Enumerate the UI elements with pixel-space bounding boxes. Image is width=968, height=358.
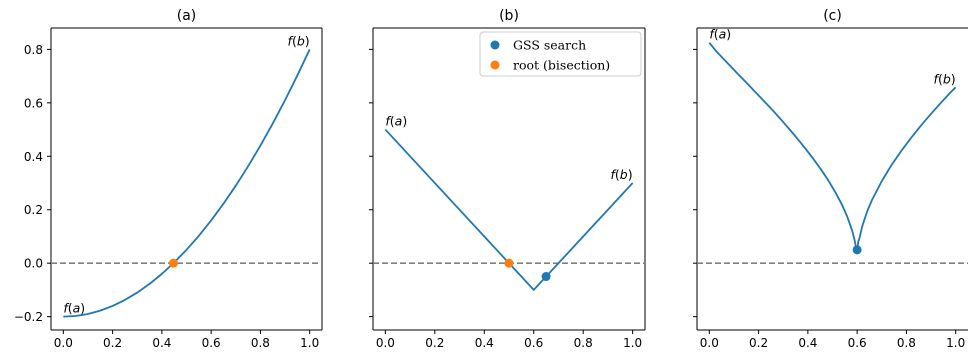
panel-b-xtick-label: 0.2 xyxy=(425,336,444,350)
panel-b-curve xyxy=(384,128,634,291)
panel-b-root-point xyxy=(504,258,514,268)
panel-a-title: (a) xyxy=(177,8,197,24)
panel-a-xtick-label: 0.6 xyxy=(202,336,221,350)
panel-b-gss-point xyxy=(541,272,551,282)
panel-a-axes-frame xyxy=(50,27,323,331)
legend-marker xyxy=(490,60,500,70)
panel-a-xtick-label: 0.2 xyxy=(103,336,122,350)
panel-b-xtick-label: 0.8 xyxy=(574,336,593,350)
panel-b-fb-label: f(b) xyxy=(611,167,633,182)
panel-b: (b) 0.0 0.2 0.4 0.6 0.8 1.0 f(a) f(b) GSS search r… xyxy=(369,8,646,350)
panel-a-curve xyxy=(63,48,311,318)
panel-c-fa-label: f(a) xyxy=(709,27,731,42)
panel-a-xtick-label: 0.0 xyxy=(54,336,73,350)
panel-b-fa-label: f(a) xyxy=(385,114,407,129)
panel-a-ytick-label: 0.6 xyxy=(24,96,43,110)
panel-c-xtick-label: 0.4 xyxy=(798,336,817,350)
panel-a-root-point xyxy=(168,258,178,268)
panel-c-fb-label: f(b) xyxy=(934,71,956,86)
panel-c-curve xyxy=(708,42,957,251)
panel-c-gss-point xyxy=(852,245,862,255)
panel-b-xtick-label: 0.0 xyxy=(376,336,395,350)
legend-label: root (bisection) xyxy=(513,58,610,73)
panel-a-xtick-label: 1.0 xyxy=(300,336,319,350)
panel-a-ytick-label: 0.2 xyxy=(24,203,43,217)
panel-b-xtick-label: 1.0 xyxy=(623,336,642,350)
panel-c-title: (c) xyxy=(823,8,842,24)
panel-a-fa-label: f(a) xyxy=(63,301,85,316)
legend: GSS search root (bisection) xyxy=(479,31,642,77)
panel-b-xtick-label: 0.4 xyxy=(475,336,494,350)
panel-a-ytick-label: 0.8 xyxy=(24,43,43,57)
panel-c: (c) 0.0 0.2 0.4 0.6 0.8 1.0 f(a) f(b) xyxy=(693,8,968,350)
panel-c-xtick-label: 0.0 xyxy=(700,336,719,350)
legend-marker xyxy=(490,40,500,50)
panel-b-title: (b) xyxy=(499,8,519,24)
panel-a: (a) 0.0 0.2 0.4 0.6 0.8 1.0 −0.2 0.0 0.2 0.4 0.6 0.8… xyxy=(14,8,323,350)
panel-a-xtick-label: 0.8 xyxy=(251,336,270,350)
panel-a-ytick-label: 0.4 xyxy=(24,150,43,164)
panel-c-xtick-label: 1.0 xyxy=(946,336,965,350)
panel-c-xtick-label: 0.8 xyxy=(897,336,916,350)
panel-a-xtick-label: 0.4 xyxy=(152,336,171,350)
panel-b-xtick-label: 0.6 xyxy=(524,336,543,350)
panel-a-fb-label: f(b) xyxy=(288,33,310,48)
panel-a-ytick-label: 0.0 xyxy=(24,257,43,271)
panel-b-axes-frame xyxy=(372,27,646,331)
legend-label: GSS search xyxy=(513,38,586,53)
panel-c-xtick-label: 0.2 xyxy=(749,336,768,350)
panel-c-axes-frame xyxy=(696,27,968,331)
panel-a-ytick-label: −0.2 xyxy=(14,310,43,324)
legend-box xyxy=(479,31,642,77)
panel-c-xtick-label: 0.6 xyxy=(848,336,867,350)
